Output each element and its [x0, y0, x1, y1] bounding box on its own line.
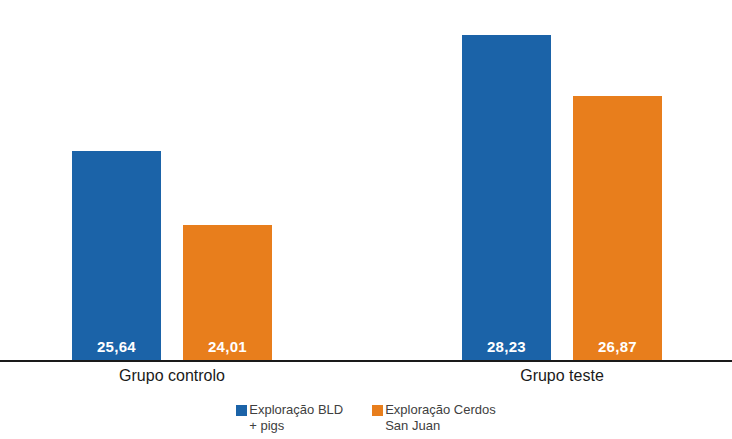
- bar-value-label: 25,64: [72, 338, 161, 355]
- legend-label: Exploração CerdosSan Juan: [385, 402, 496, 434]
- legend-swatch-icon: [236, 405, 247, 416]
- bar-value-label: 26,87: [573, 338, 662, 355]
- bar: 26,87: [573, 96, 662, 360]
- bar: 28,23: [462, 35, 551, 360]
- category-label: Grupo teste: [520, 367, 604, 385]
- bar: 25,64: [72, 151, 161, 360]
- legend-item: Exploração BLD+ pigs: [236, 402, 343, 434]
- legend-label: Exploração BLD+ pigs: [249, 402, 343, 434]
- legend-label-line: Exploração Cerdos: [385, 402, 496, 418]
- legend-label-line: San Juan: [385, 418, 496, 434]
- bar-chart: 25,64 24,01 28,23 26,87 Exploração BLD+ pig…: [0, 0, 732, 439]
- legend-label-line: Exploração BLD: [249, 402, 343, 418]
- bar-value-label: 28,23: [462, 338, 551, 355]
- category-label: Grupo controlo: [119, 367, 225, 385]
- bar-value-label: 24,01: [183, 338, 272, 355]
- legend-item: Exploração CerdosSan Juan: [372, 402, 496, 434]
- legend: Exploração BLD+ pigs Exploração CerdosSan…: [0, 402, 732, 434]
- bar: 24,01: [183, 225, 272, 360]
- plot-area: 25,64 24,01 28,23 26,87: [0, 0, 732, 362]
- legend-label-line: + pigs: [249, 418, 343, 434]
- legend-swatch-icon: [372, 405, 383, 416]
